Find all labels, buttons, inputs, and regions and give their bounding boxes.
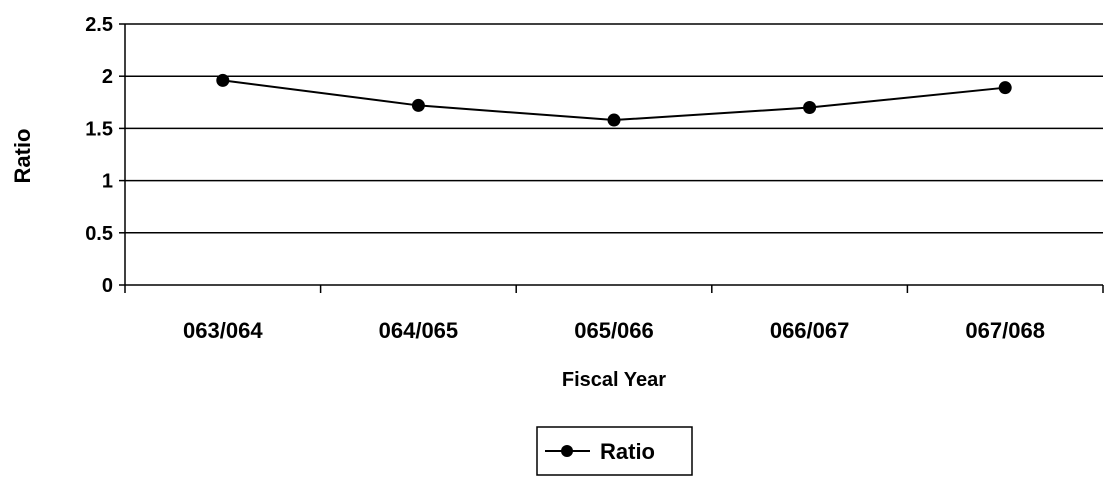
x-tick-label: 065/066: [574, 318, 654, 343]
y-tick-label: 1.5: [85, 118, 113, 140]
y-tick-label: 2.5: [85, 14, 113, 36]
y-tick-label: 2: [102, 66, 113, 88]
y-axis-label: Ratio: [10, 129, 35, 184]
x-axis-label: Fiscal Year: [562, 369, 666, 391]
data-point: [803, 101, 817, 115]
x-tick-label: 064/065: [379, 318, 459, 343]
data-point: [998, 81, 1012, 95]
y-tick-label: 0: [102, 275, 113, 297]
series-ratio: [216, 73, 1012, 127]
y-tick-label: 0.5: [85, 223, 113, 245]
data-point: [607, 113, 621, 127]
x-tick-label: 067/068: [965, 318, 1045, 343]
legend-label-ratio: Ratio: [600, 439, 655, 464]
axes: [119, 23, 1104, 293]
gridlines: [125, 23, 1103, 234]
legend-marker-swatch: [561, 445, 573, 457]
data-point: [411, 98, 425, 112]
x-tick-label: 063/064: [183, 318, 263, 343]
x-tick-labels: 063/064 064/065 065/066 066/067 067/068: [183, 318, 1045, 343]
data-point: [216, 73, 230, 87]
legend: Ratio: [536, 426, 693, 476]
x-tick-label: 066/067: [770, 318, 850, 343]
y-tick-label: 1: [102, 171, 113, 193]
y-tick-labels: 0 0.5 1 1.5 2 2.5: [85, 14, 113, 297]
